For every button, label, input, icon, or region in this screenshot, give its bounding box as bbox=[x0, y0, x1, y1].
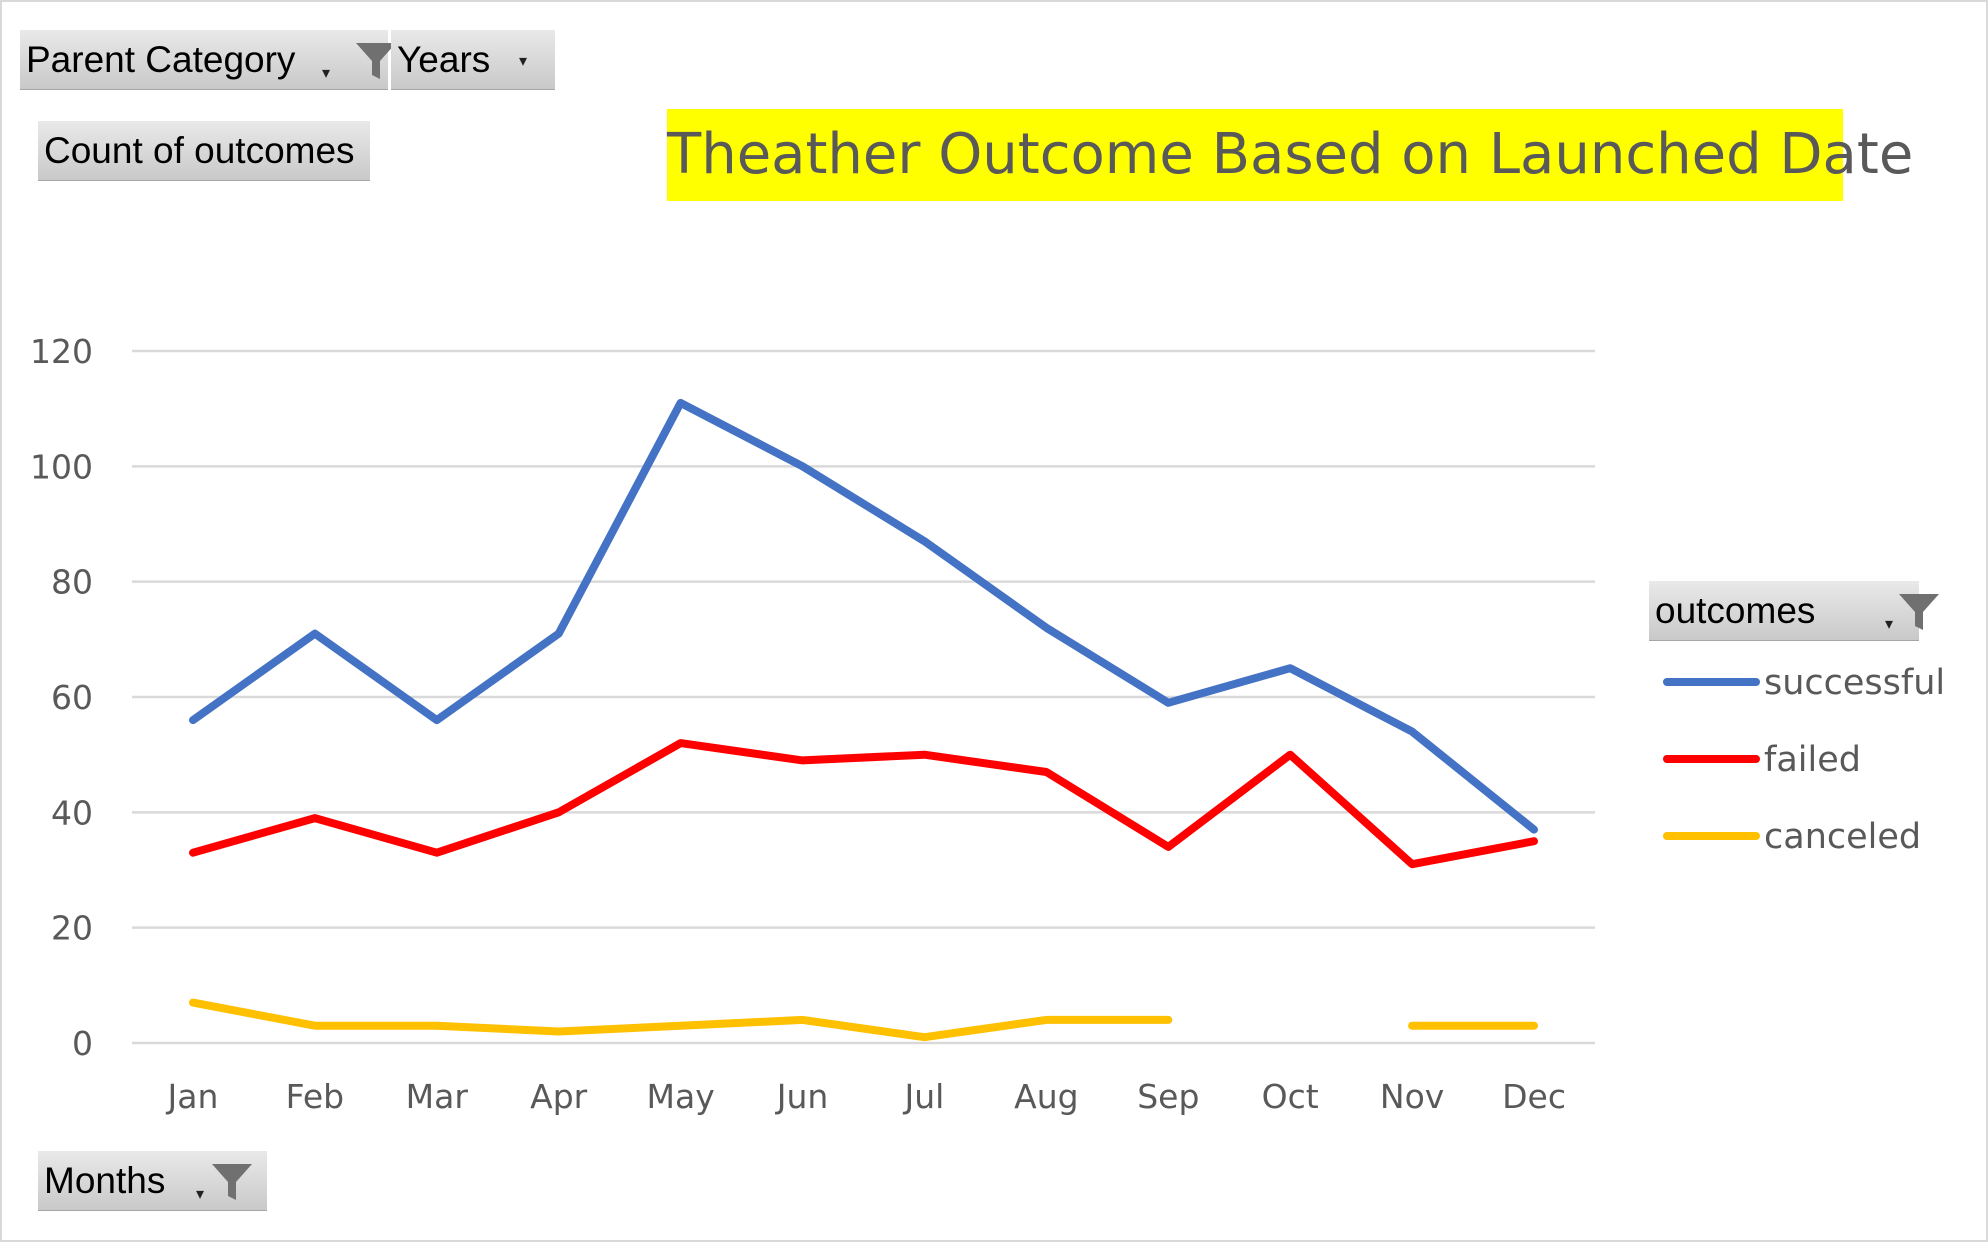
series-successful bbox=[189, 398, 1538, 834]
x-tick-label: Dec bbox=[1502, 1077, 1566, 1116]
parent-category-filter-button[interactable]: Parent Category ▾ bbox=[20, 30, 396, 90]
dropdown-arrow-icon: ▾ bbox=[322, 65, 331, 82]
y-tick-label: 120 bbox=[30, 332, 93, 371]
series-line-failed bbox=[189, 739, 1538, 869]
x-tick-label: Feb bbox=[286, 1077, 344, 1116]
series-line-successful bbox=[189, 398, 1538, 834]
chart-title: Theather Outcome Based on Launched Date bbox=[667, 109, 1913, 201]
gridlines bbox=[132, 349, 1595, 1045]
legend-field-button[interactable]: outcomes ▾ bbox=[1649, 581, 1939, 641]
x-axis-tick-labels: Jan Feb Mar Apr May Jun Jul Aug Sep Oct Nov Dec bbox=[166, 1077, 1566, 1116]
x-tick-label: Jun bbox=[775, 1077, 829, 1116]
x-tick-label: Jan bbox=[166, 1077, 219, 1116]
y-tick-label: 40 bbox=[51, 793, 93, 832]
legend-item-successful[interactable]: successful bbox=[1663, 663, 1945, 703]
x-tick-label: Sep bbox=[1137, 1077, 1199, 1116]
y-tick-label: 60 bbox=[51, 678, 93, 717]
series-lines bbox=[189, 398, 1538, 1042]
x-tick-label: Mar bbox=[406, 1077, 469, 1116]
years-filter-button[interactable]: Years ▾ bbox=[391, 30, 555, 90]
years-label: Years bbox=[397, 39, 491, 80]
dropdown-arrow-icon: ▾ bbox=[196, 1186, 205, 1203]
months-axis-field-button[interactable]: Months ▾ bbox=[38, 1151, 267, 1211]
series-canceled bbox=[189, 998, 1538, 1042]
y-tick-label: 20 bbox=[51, 909, 93, 948]
y-tick-label: 0 bbox=[72, 1024, 93, 1063]
funnel-filter-icon bbox=[356, 43, 396, 79]
legend: successful failed canceled bbox=[1663, 663, 1945, 857]
parent-category-label: Parent Category bbox=[26, 39, 296, 80]
x-tick-label: May bbox=[647, 1077, 715, 1116]
legend-label: successful bbox=[1764, 663, 1945, 703]
legend-field-label: outcomes bbox=[1655, 590, 1816, 631]
x-tick-label: Nov bbox=[1380, 1077, 1444, 1116]
funnel-filter-icon bbox=[212, 1164, 252, 1200]
legend-label: canceled bbox=[1764, 817, 1921, 857]
x-tick-label: Oct bbox=[1262, 1077, 1319, 1116]
values-field-button[interactable]: Count of outcomes bbox=[38, 121, 370, 181]
months-field-label: Months bbox=[44, 1160, 166, 1201]
legend-label: failed bbox=[1764, 740, 1861, 780]
y-axis-tick-labels: 0 20 40 60 80 100 120 bbox=[30, 332, 93, 1063]
y-tick-label: 100 bbox=[30, 447, 93, 486]
x-tick-label: Jul bbox=[903, 1077, 945, 1116]
series-failed bbox=[189, 739, 1538, 869]
dropdown-arrow-icon: ▾ bbox=[1885, 616, 1894, 633]
funnel-filter-icon bbox=[1899, 594, 1939, 630]
y-tick-label: 80 bbox=[51, 563, 93, 602]
dropdown-arrow-icon: ▾ bbox=[519, 53, 528, 70]
legend-item-canceled[interactable]: canceled bbox=[1663, 817, 1921, 857]
legend-item-failed[interactable]: failed bbox=[1663, 740, 1861, 780]
x-tick-label: Apr bbox=[530, 1077, 588, 1116]
x-tick-label: Aug bbox=[1014, 1077, 1078, 1116]
values-field-label: Count of outcomes bbox=[44, 130, 355, 171]
series-line-canceled bbox=[189, 998, 1173, 1042]
